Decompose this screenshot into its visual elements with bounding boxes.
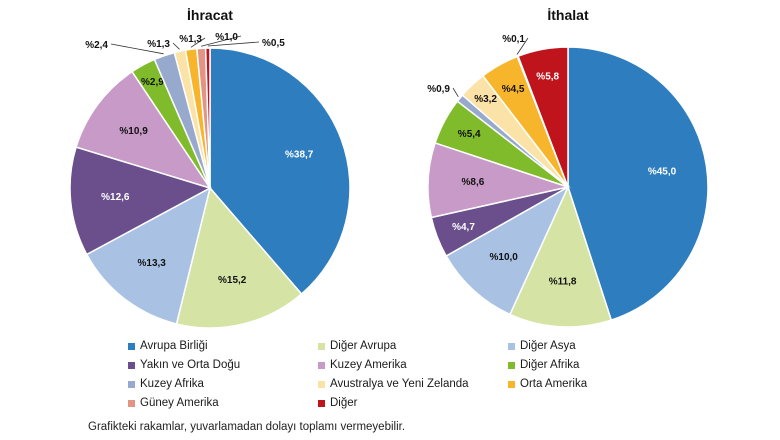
legend-label: Avrupa Birliği (140, 340, 208, 352)
legend-label: Diğer Avrupa (330, 340, 397, 352)
pie-slice-diger-asya (445, 185, 570, 316)
leader-line (190, 37, 206, 48)
leader-line (516, 37, 529, 55)
legend-swatch (128, 361, 135, 369)
slice-label-diger-afrika: %5,4 (458, 129, 481, 140)
legend-item-kuzey-amerika: Kuzey Amerika (318, 357, 508, 373)
slice-label-avustralya-ve-yeni-zelanda: %1,3 (147, 39, 170, 50)
slice-label-yakin-ve-orta-dogu: %4,7 (452, 222, 475, 233)
pie-slice-diger-avrupa (508, 184, 613, 328)
slice-label-avustralya-ve-yeni-zelanda: %3,2 (474, 94, 497, 105)
legend-swatch (318, 342, 325, 350)
slice-label-guney-amerika: %1,0 (215, 32, 238, 43)
legend-label: Avustralya ve Yeni Zelanda (330, 378, 469, 390)
slice-label-avrupa-birligi: %45,0 (648, 167, 677, 178)
legend-label: Diğer Asya (520, 340, 576, 352)
legend-label: Diğer Afrika (520, 359, 580, 371)
legend-label: Orta Amerika (520, 378, 588, 390)
pie-slice-diger-avrupa (175, 186, 303, 329)
leader-line (172, 42, 180, 50)
export-pie: %38,7 %15,2 %13,3 %12,6 %10,9 %2,9 %2,4 %1,3 %1,… (69, 32, 351, 329)
import-chart-title: İthalat (547, 7, 589, 23)
legend-item-kuzey-afrika: Kuzey Afrika (128, 376, 318, 392)
legend-swatch (318, 361, 325, 369)
legend-item-orta-amerika: Orta Amerika (508, 376, 698, 392)
slice-label-diger-avrupa: %15,2 (218, 275, 247, 286)
legend: Avrupa Birliği Diğer Avrupa Diğer Asya Y… (128, 338, 728, 411)
legend-swatch (128, 342, 135, 350)
slice-label-diger-asya: %10,0 (490, 252, 519, 263)
leader-line (201, 35, 242, 47)
legend-item-diger: Diğer (318, 395, 508, 411)
slice-label-diger-afrika: %2,9 (141, 77, 164, 88)
leader-line (452, 87, 459, 98)
pie-slice-avrupa-birligi (209, 47, 351, 296)
leader-line (110, 43, 164, 55)
slice-label-orta-amerika: %1,3 (179, 34, 202, 45)
slice-label-diger-asya: %13,3 (138, 258, 167, 269)
legend-item-avustralya: Avustralya ve Yeni Zelanda (318, 376, 508, 392)
legend-swatch (508, 361, 515, 369)
slice-label-orta-amerika: %4,5 (502, 84, 525, 95)
legend-item-yakin-orta-dogu: Yakın ve Orta Doğu (128, 357, 318, 373)
leader-line (207, 41, 260, 47)
pie-slice-diger-asya (85, 186, 212, 325)
legend-item-diger-afrika: Diğer Afrika (508, 357, 698, 373)
slice-label-kuzey-amerika: %8,6 (462, 177, 485, 188)
legend-swatch (128, 399, 135, 407)
legend-label: Diğer (330, 397, 358, 409)
legend-item-diger-avrupa: Diğer Avrupa (318, 338, 508, 354)
pie-slice-kuzey-amerika (75, 70, 212, 190)
pie-slice-diger (517, 46, 569, 188)
legend-swatch (128, 380, 135, 388)
legend-item-diger-asya: Diğer Asya (508, 338, 698, 354)
slice-label-diger: %5,8 (536, 72, 559, 83)
pie-slice-avrupa-birligi (567, 46, 709, 322)
slice-label-kuzey-afrika: %0,9 (427, 84, 450, 95)
legend-label: Kuzey Afrika (140, 378, 204, 390)
legend-swatch (508, 380, 515, 388)
slice-label-diger-avrupa: %11,8 (549, 277, 577, 288)
legend-label: Kuzey Amerika (330, 359, 407, 371)
slice-label-yakin-ve-orta-dogu: %12,6 (101, 192, 130, 203)
legend-swatch (318, 380, 325, 388)
legend-swatch (508, 342, 515, 350)
slice-label-avrupa-birligi: %38,7 (285, 149, 314, 160)
legend-item-avrupa-birligi: Avrupa Birliği (128, 338, 318, 354)
slice-label-guney-amerika: %0,1 (502, 34, 525, 45)
slice-label-kuzey-afrika: %2,4 (85, 40, 108, 51)
footnote: Grafikteki rakamlar, yuvarlamadan dolayı… (88, 421, 406, 433)
export-chart-title: İhracat (187, 7, 233, 23)
pie-slice-diger (204, 47, 211, 189)
slice-label-diger: %0,5 (262, 38, 285, 49)
pie-slice-yakin-ve-orta-dogu (69, 146, 212, 256)
legend-item-guney-amerika: Güney Amerika (128, 395, 318, 411)
import-pie: %45,0 %11,8 %10,0 %4,7 %8,6 %5,4 %0,9 %3,2 %4,5%… (427, 34, 709, 328)
slice-label-kuzey-amerika: %10,9 (119, 126, 148, 137)
legend-label: Yakın ve Orta Doğu (140, 359, 241, 371)
legend-swatch (318, 399, 325, 407)
legend-label: Güney Amerika (140, 397, 219, 409)
